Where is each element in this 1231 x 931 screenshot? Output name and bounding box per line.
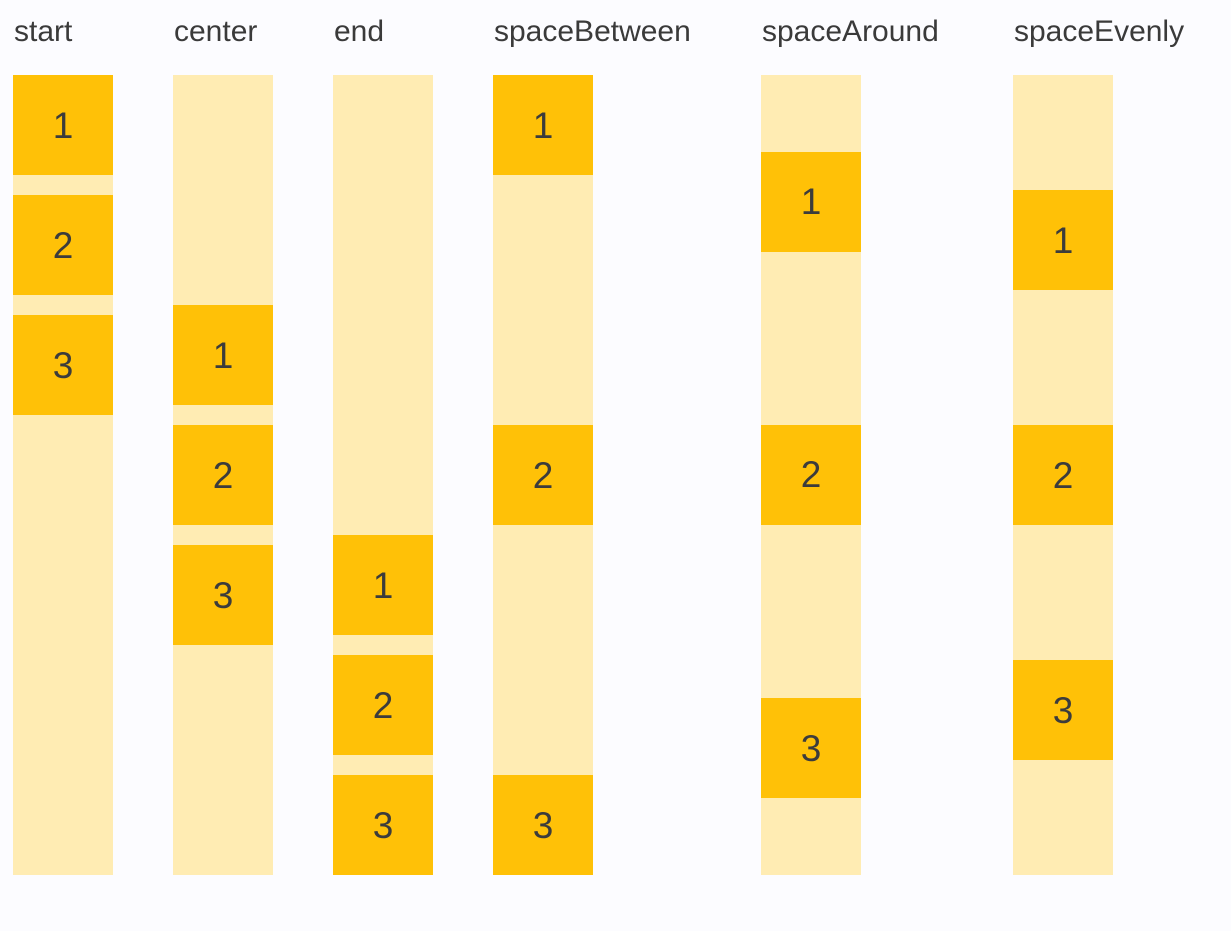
flex-item-number: 3 [532, 804, 554, 846]
flex-column-track: 1 2 3 [493, 75, 593, 875]
flex-item-number: 1 [372, 564, 394, 606]
alignment-mode-label: spaceBetween [494, 15, 691, 48]
alignment-mode-label: center [174, 15, 258, 48]
flex-column-track: 1 2 3 [13, 75, 113, 875]
flex-item-number: 3 [212, 574, 234, 616]
alignment-mode-label: spaceAround [762, 15, 939, 48]
flex-item-box: 1 [1013, 190, 1113, 290]
flex-item-number: 2 [52, 224, 74, 266]
flex-item-number: 1 [212, 334, 234, 376]
flex-item-box: 3 [333, 775, 433, 875]
flex-column-track: 1 2 3 [333, 75, 433, 875]
flex-item-number: 1 [532, 104, 554, 146]
flex-item-box: 3 [13, 315, 113, 415]
flex-column-track: 1 2 3 [173, 75, 273, 875]
flex-item-box: 2 [173, 425, 273, 525]
alignment-mode-label: spaceEvenly [1014, 15, 1185, 48]
flex-item-box: 2 [493, 425, 593, 525]
flex-item-box: 1 [333, 535, 433, 635]
flex-item-number: 2 [1052, 454, 1074, 496]
flex-column-track: 1 2 3 [1013, 75, 1113, 875]
alignment-mode-label: start [14, 15, 73, 48]
flex-item-number: 3 [52, 344, 74, 386]
flex-item-number: 2 [532, 454, 554, 496]
flex-item-box: 2 [333, 655, 433, 755]
flex-item-box: 1 [761, 151, 861, 252]
flex-item-number: 3 [1052, 689, 1074, 731]
flex-item-box: 2 [1013, 425, 1113, 525]
flex-item-box: 3 [1013, 660, 1113, 760]
flex-item-box: 1 [13, 75, 113, 175]
flex-column-track: 1 2 3 [761, 75, 861, 875]
flex-item-number: 1 [52, 104, 74, 146]
flex-item-number: 2 [372, 684, 394, 726]
flex-item-number: 2 [800, 454, 822, 496]
flex-item-box: 3 [173, 545, 273, 645]
alignment-mode-label: end [334, 15, 385, 48]
flex-item-number: 3 [800, 727, 822, 769]
flex-item-number: 3 [372, 804, 394, 846]
flex-item-box: 1 [173, 305, 273, 405]
flex-item-box: 2 [761, 424, 861, 525]
flex-item-box: 3 [761, 698, 861, 799]
flex-item-box: 2 [13, 195, 113, 295]
flex-item-box: 1 [493, 75, 593, 175]
flex-item-number: 1 [800, 181, 822, 223]
flex-item-box: 3 [493, 775, 593, 875]
flex-item-number: 2 [212, 454, 234, 496]
flex-item-number: 1 [1052, 219, 1074, 261]
